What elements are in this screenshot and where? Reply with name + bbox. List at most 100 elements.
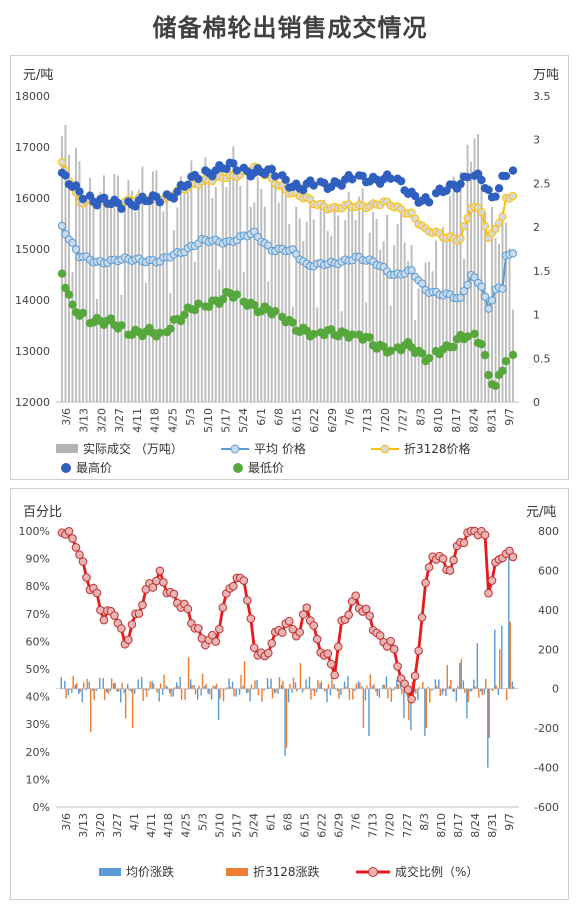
high-point — [131, 202, 140, 211]
avg-change-bar — [200, 688, 202, 696]
ratio-point — [96, 605, 105, 615]
y-tick-left-label: 14000 — [15, 294, 50, 307]
zhe-change-bar — [187, 657, 190, 689]
high-point — [501, 171, 511, 181]
zhe-change-bar — [334, 687, 337, 689]
avg-change-bar — [340, 688, 342, 696]
zhe-change-bar — [229, 686, 232, 689]
y-tick-left-label: 13000 — [15, 345, 50, 358]
volume-bar — [288, 224, 291, 402]
avg-change-bar — [102, 678, 104, 689]
low-point — [288, 318, 297, 327]
volume-bar — [95, 299, 98, 402]
avg-change-bar — [284, 688, 286, 756]
avg-change-bar — [74, 684, 76, 689]
high-point — [183, 180, 193, 189]
avg-change-bar — [413, 688, 416, 693]
volume-bar — [274, 188, 277, 402]
volume-bar — [232, 146, 235, 402]
x-tick-label: 7/20 — [384, 813, 397, 838]
low-point — [166, 324, 175, 333]
volume-bar — [477, 133, 480, 402]
avg-change-bar — [480, 688, 482, 692]
avg-change-bar — [263, 688, 265, 691]
ratio-point — [508, 552, 518, 562]
zhe-change-bar — [254, 680, 256, 689]
zhe-change-bar — [257, 688, 260, 696]
legend-low: 最低价 — [233, 459, 284, 476]
x-tick-label: 5/10 — [213, 813, 226, 838]
zhe-change-bar — [142, 688, 144, 701]
x-tick-label: 6/1 — [255, 408, 268, 426]
volume-bar — [176, 207, 179, 402]
zhe-change-bar — [89, 688, 92, 733]
avg-change-bar — [389, 687, 391, 689]
zhe-change-bar — [128, 688, 130, 691]
x-tick-label: 9/7 — [503, 408, 516, 426]
avg-change-bar — [434, 679, 437, 689]
left-axis-unit: 元/吨 — [23, 68, 54, 83]
avg-change-bar — [403, 688, 405, 719]
ratio-point — [438, 554, 448, 564]
avg-change-bar — [438, 679, 440, 689]
y-tick-left-label: 15000 — [15, 243, 50, 256]
volume-bar — [246, 173, 249, 402]
y-tick-right-label: 800 — [538, 525, 559, 538]
zhe-change-bar — [450, 679, 452, 689]
volume-bar — [235, 174, 238, 402]
zhe-point — [57, 158, 67, 167]
low-point — [61, 283, 70, 293]
avg-change-bar — [133, 688, 136, 694]
zhe-change-bar — [443, 688, 445, 692]
high-point — [473, 169, 483, 178]
avg-change-bar — [60, 677, 62, 689]
zhe-change-bar — [436, 685, 438, 689]
y-tick-left-label: 30% — [26, 718, 50, 731]
zhe-change-bar — [422, 682, 424, 689]
volume-bar — [193, 261, 196, 402]
x-tick-label: 4/11 — [131, 408, 144, 433]
avg-change-bar — [217, 688, 220, 721]
avg-change-bar — [343, 681, 346, 689]
zhe-change-bar — [352, 688, 354, 700]
x-tick-label: 6/1 — [264, 813, 277, 831]
volume-bar — [319, 204, 322, 402]
ratio-point — [487, 576, 497, 585]
ratio-point — [75, 550, 84, 560]
x-tick-label: 5/3 — [184, 408, 197, 426]
volume-bar — [403, 242, 406, 402]
zhe-change-bar — [324, 688, 326, 692]
page-title: 储备棉轮出销售成交情况 — [152, 14, 428, 42]
avg-change-bar — [228, 678, 230, 689]
y-tick-left-label: 16000 — [15, 192, 50, 205]
zhe-change-bar — [68, 688, 71, 690]
ratio-point — [267, 638, 277, 648]
avg-change-bar — [357, 681, 360, 689]
low-point — [190, 305, 200, 315]
legend-zhe-change: 折3128涨跌 — [226, 863, 320, 880]
x-tick-label: 5/17 — [219, 408, 232, 433]
low-point — [417, 349, 427, 358]
ratio-point — [218, 603, 228, 612]
x-tick-label: 4/18 — [162, 813, 175, 838]
zhe-change-bar — [149, 681, 151, 689]
ratio-point — [229, 581, 238, 591]
avg-change-bar — [273, 688, 276, 694]
avg-change-bar — [291, 688, 293, 693]
avg-change-bar — [410, 688, 412, 731]
high-point — [271, 172, 280, 181]
volume-bar — [179, 176, 182, 402]
zhe-change-bar — [457, 685, 459, 689]
high-point — [61, 171, 70, 180]
volume-bar — [424, 262, 427, 402]
avg-change-bar — [92, 688, 94, 691]
avg-change-bar — [483, 688, 486, 695]
ratio-point — [124, 635, 133, 645]
volume-bar — [379, 249, 382, 402]
zhe-change-bar — [117, 688, 120, 692]
ratio-point — [323, 649, 333, 658]
zhe-change-bar — [401, 688, 403, 695]
high-point — [491, 192, 500, 201]
zhe-change-bar — [233, 688, 235, 697]
zhe-change-bar — [110, 678, 113, 689]
